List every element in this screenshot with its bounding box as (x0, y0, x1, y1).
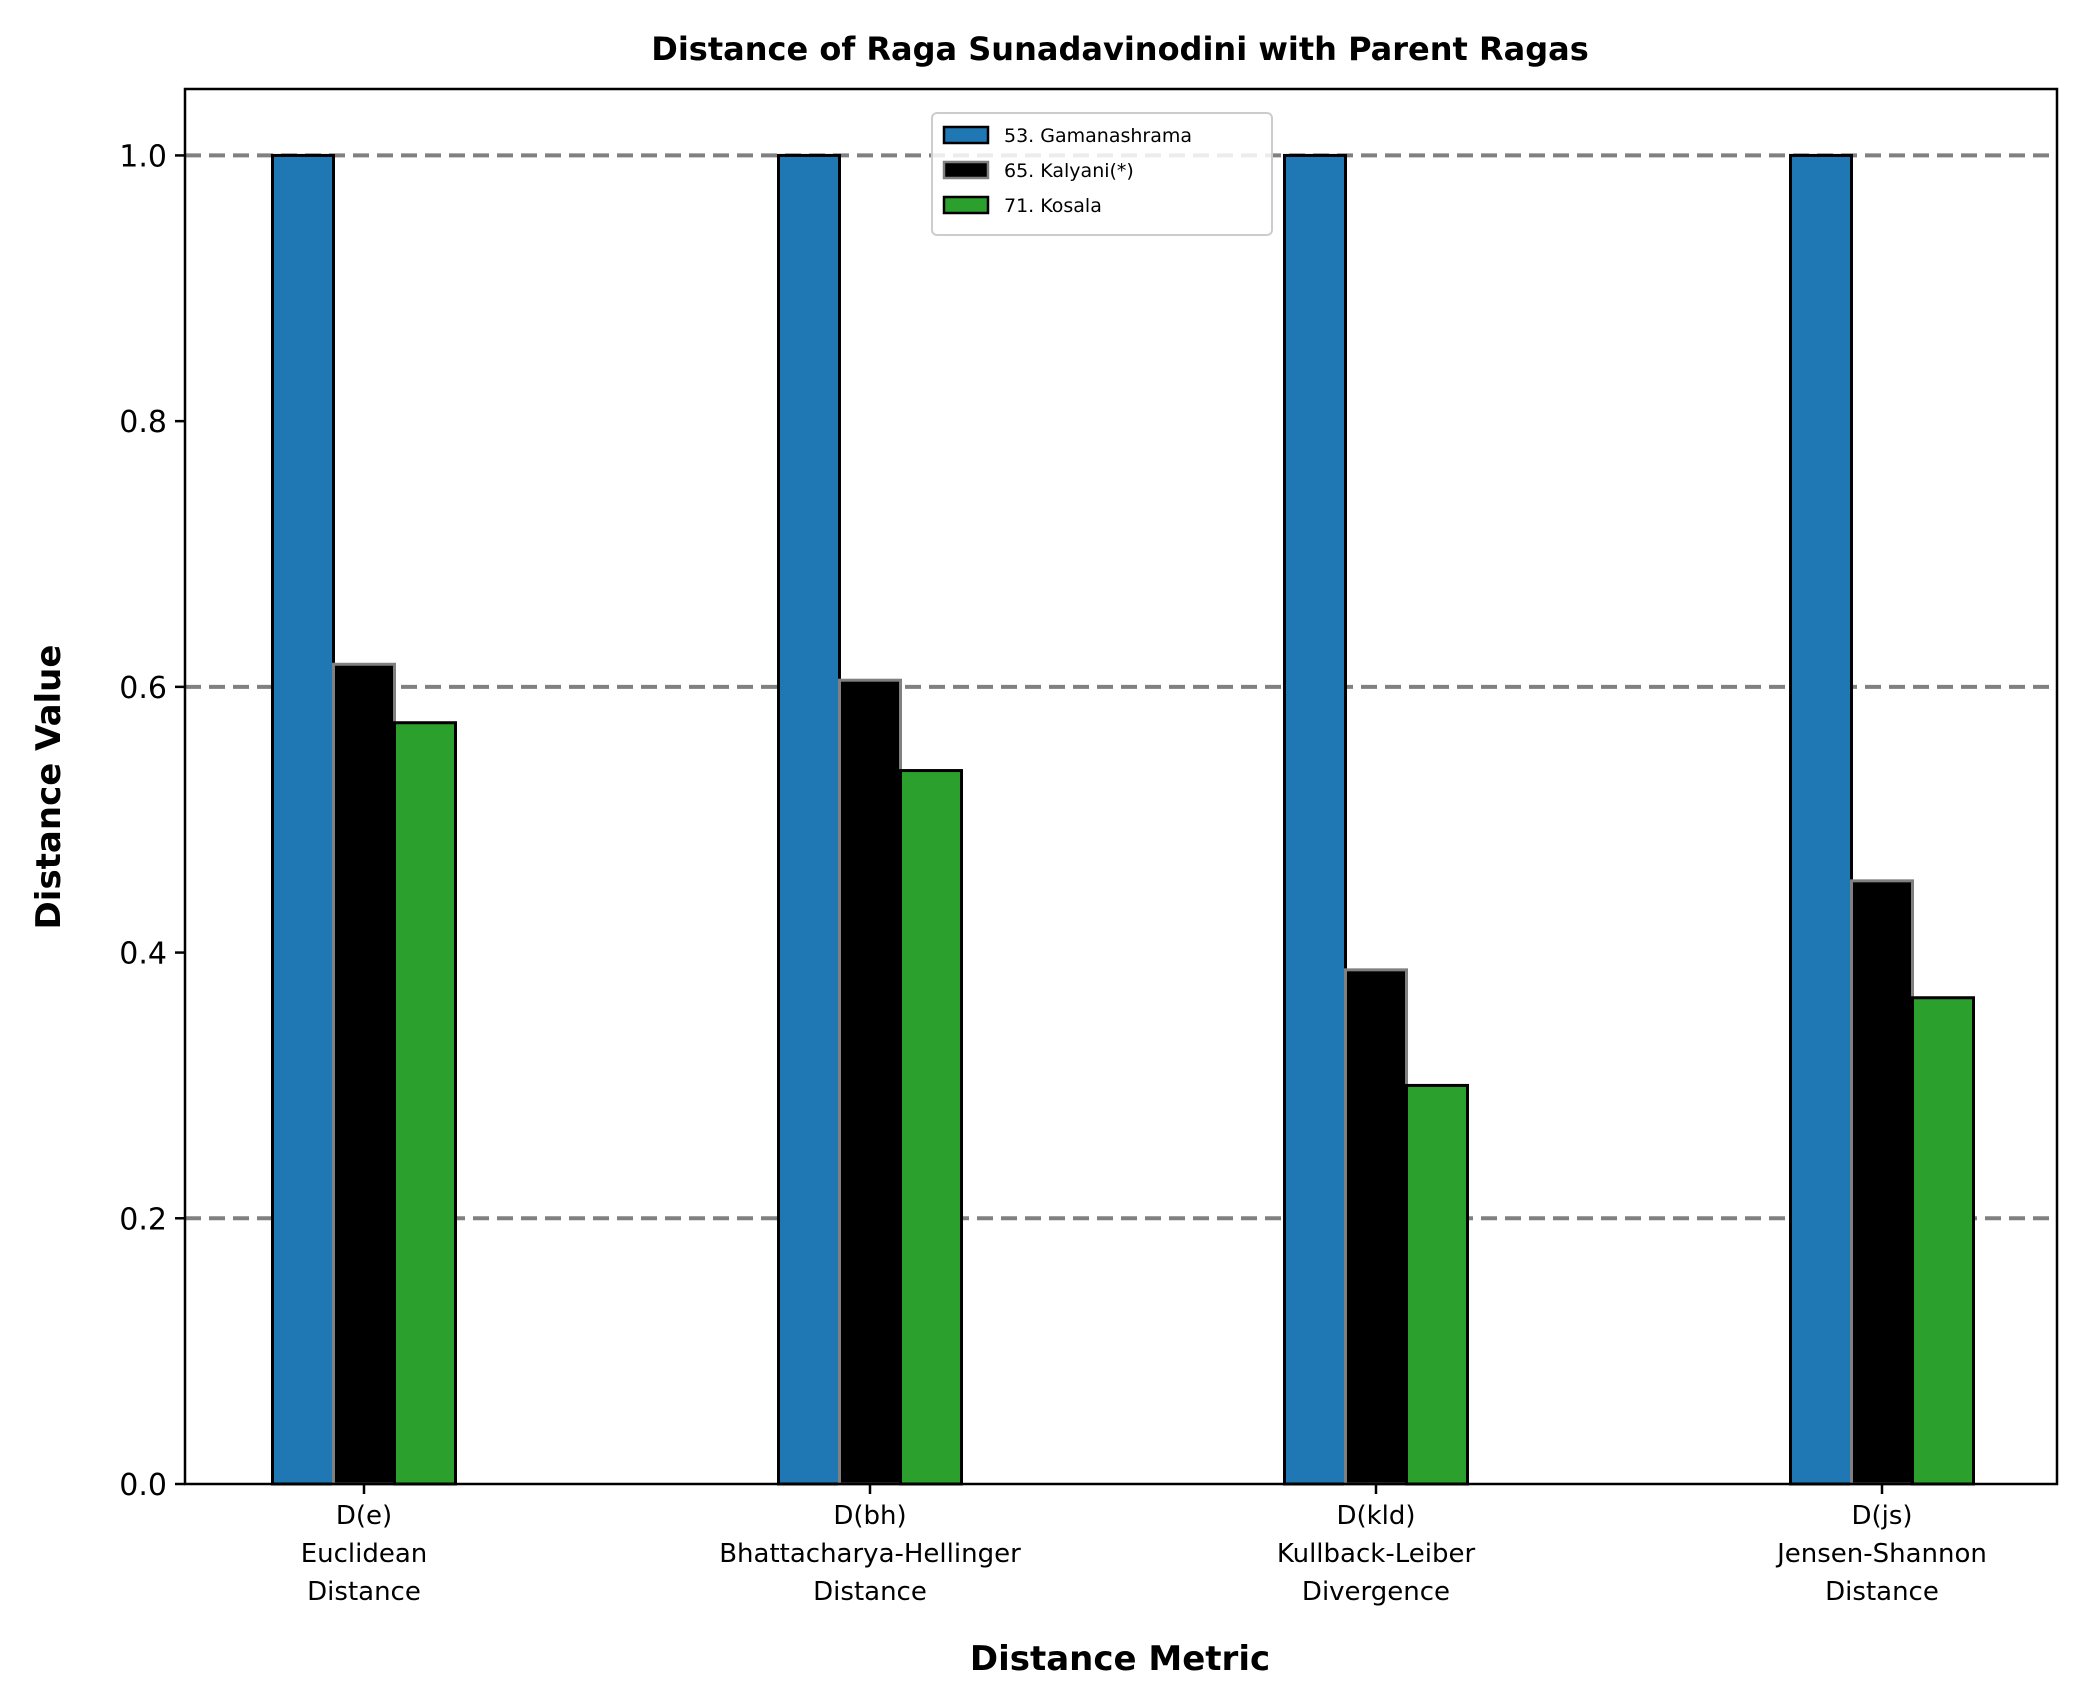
legend-swatch-1 (942, 160, 990, 180)
legend-swatch-2 (942, 195, 990, 215)
y-tick-label-3: 0.6 (119, 671, 167, 706)
x-tick-label-3-line-2: Distance (1825, 1577, 1939, 1607)
y-tick-label-2: 0.4 (119, 937, 167, 972)
bar-series-1-cat-3 (1850, 879, 1914, 1486)
x-tick-label-3-line-0: D(js) (1851, 1501, 1912, 1531)
x-tick-label-1-line-2: Distance (813, 1577, 927, 1607)
x-tick-label-2-line-2: Divergence (1302, 1577, 1450, 1607)
plot-frame (183, 87, 2059, 1486)
y-axis: 0.0 0.2 0.4 0.6 0.8 1.0 (119, 139, 185, 1503)
x-tick-label-0-line-1: Euclidean (301, 1539, 428, 1569)
reference-lines (185, 153, 2057, 1221)
legend-label-1: 65. Kalyani(*) (1004, 160, 1134, 182)
bar-series-0-cat-0 (271, 153, 335, 1486)
bars (271, 153, 1975, 1486)
bar-series-1-cat-2 (1344, 968, 1408, 1486)
bar-series-0-cat-2 (1283, 153, 1347, 1486)
y-axis-title: Distance Value (29, 645, 69, 930)
y-tick-label-4: 0.8 (119, 405, 167, 440)
y-tick-label-1: 0.2 (119, 1202, 167, 1237)
bar-series-2-cat-2 (1405, 1083, 1469, 1486)
x-tick-label-1-line-0: D(bh) (833, 1501, 906, 1531)
x-tick-label-3-line-1: Jensen-Shannon (1775, 1539, 1987, 1569)
bar-series-1-cat-1 (838, 678, 902, 1486)
bar-series-2-cat-1 (899, 769, 963, 1486)
bar-series-1-cat-0 (332, 662, 396, 1486)
legend-box (931, 112, 1273, 236)
bar-series-0-cat-3 (1789, 153, 1853, 1486)
x-tick-label-2-line-1: Kullback-Leiber (1277, 1539, 1476, 1569)
bar-series-2-cat-0 (393, 721, 457, 1486)
y-tick-label-5: 1.0 (119, 139, 167, 174)
x-tick-label-1-line-1: Bhattacharya-Hellinger (719, 1539, 1021, 1569)
legend-label-0: 53. Gamanashrama (1004, 125, 1192, 147)
bar-series-2-cat-3 (1911, 996, 1975, 1486)
legend-label-2: 71. Kosala (1004, 195, 1102, 217)
x-axis: D(e) Euclidean Distance D(bh) Bhattacharya-H… (301, 1484, 1987, 1607)
legend-swatch-0 (942, 125, 990, 145)
chart-title: Distance of Raga Sunadavinodini with Par… (651, 30, 1588, 68)
x-tick-label-2-line-0: D(kld) (1336, 1501, 1415, 1531)
bar-series-0-cat-1 (777, 153, 841, 1486)
x-axis-title: Distance Metric (970, 1639, 1270, 1679)
x-tick-label-0-line-0: D(e) (336, 1501, 392, 1531)
y-tick-label-0: 0.0 (119, 1468, 167, 1503)
x-tick-label-0-line-2: Distance (307, 1577, 421, 1607)
legend: 53. Gamanashrama 65. Kalyani(*) 71. Kosala (931, 112, 1273, 236)
